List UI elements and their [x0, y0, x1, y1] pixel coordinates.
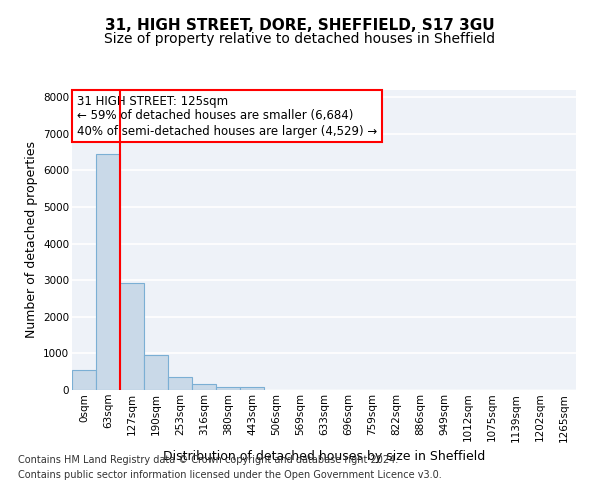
Bar: [72, 370, 96, 390]
Bar: [216, 386, 240, 390]
Bar: [144, 354, 168, 390]
Text: Size of property relative to detached houses in Sheffield: Size of property relative to detached ho…: [104, 32, 496, 46]
Y-axis label: Number of detached properties: Number of detached properties: [25, 142, 38, 338]
Text: Contains public sector information licensed under the Open Government Licence v3: Contains public sector information licen…: [18, 470, 442, 480]
Bar: [168, 377, 192, 390]
Bar: [240, 388, 264, 390]
Bar: [192, 384, 216, 390]
Bar: [120, 283, 144, 390]
Bar: [96, 154, 120, 390]
Text: 31, HIGH STREET, DORE, SHEFFIELD, S17 3GU: 31, HIGH STREET, DORE, SHEFFIELD, S17 3G…: [105, 18, 495, 32]
Text: 31 HIGH STREET: 125sqm
← 59% of detached houses are smaller (6,684)
40% of semi-: 31 HIGH STREET: 125sqm ← 59% of detached…: [77, 94, 377, 138]
Text: Contains HM Land Registry data © Crown copyright and database right 2024.: Contains HM Land Registry data © Crown c…: [18, 455, 398, 465]
X-axis label: Distribution of detached houses by size in Sheffield: Distribution of detached houses by size …: [163, 450, 485, 463]
